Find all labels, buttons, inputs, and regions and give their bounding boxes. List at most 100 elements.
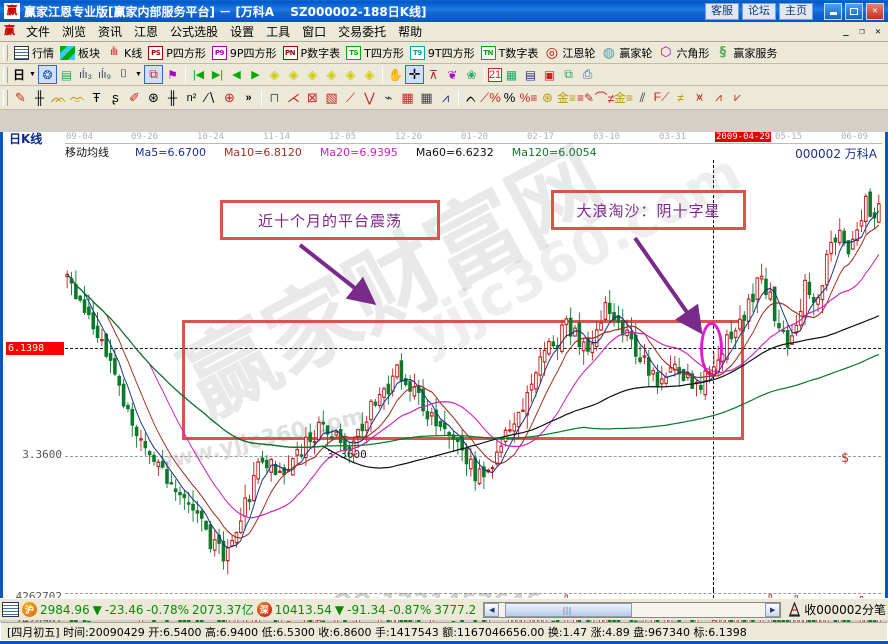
gold-box-icon[interactable]: 金≡: [614, 91, 634, 105]
t-square-button[interactable]: TS T四方形: [343, 43, 407, 62]
menu-item-tools[interactable]: 工具: [266, 25, 291, 39]
fan-icon[interactable]: ❦: [447, 67, 458, 82]
slope-icon[interactable]: ⟋: [345, 89, 356, 105]
hexagon-button[interactable]: ⬡ 六角形: [655, 43, 712, 62]
gann-fan-gold-icon[interactable]: ᨏ: [50, 89, 67, 105]
menu-item-news[interactable]: 资讯: [98, 25, 123, 39]
prev-icon[interactable]: ◀: [232, 69, 241, 81]
zoom-left-icon[interactable]: ◈: [269, 66, 280, 82]
report-icon[interactable]: ▤: [60, 67, 73, 82]
menu-item-window[interactable]: 窗口: [302, 25, 327, 39]
copy-icon[interactable]: ⧉: [564, 67, 573, 81]
pen-tool-icon[interactable]: ✎: [15, 89, 26, 105]
expand-v-icon[interactable]: ◈: [345, 66, 356, 82]
grid-red-icon[interactable]: ▦: [401, 89, 414, 105]
crosshair-target-icon[interactable]: ⊕: [224, 89, 235, 105]
pct-line-icon[interactable]: ⟋%: [480, 89, 501, 105]
scroll-right-button[interactable]: ▶: [765, 602, 781, 617]
save-icon[interactable]: ▣: [543, 67, 556, 82]
ladder-icon[interactable]: ᨈ: [465, 89, 478, 105]
scroll-thumb[interactable]: [504, 602, 633, 617]
menu-item-file[interactable]: 文件: [26, 25, 51, 39]
arc-red-icon[interactable]: ⌒≠: [594, 91, 615, 106]
minimize-button[interactable]: [824, 2, 842, 20]
pencil-red-icon[interactable]: ✐: [129, 89, 140, 105]
mdi-close-button[interactable]: ✕: [875, 26, 881, 37]
box-red-icon[interactable]: ⊠: [307, 89, 318, 105]
fan3-icon[interactable]: ⩗: [734, 90, 741, 104]
menu-item-formula-screen[interactable]: 公式选股: [170, 25, 219, 39]
toolbar-grip[interactable]: [3, 66, 8, 83]
print-icon[interactable]: ⎙: [582, 67, 593, 81]
next-icon[interactable]: ▶: [251, 69, 260, 81]
hand-pan-icon[interactable]: ✋: [388, 67, 403, 82]
brain-icon[interactable]: ❀: [466, 67, 477, 82]
horizontal-scrollbar[interactable]: ◀ ▶: [483, 601, 782, 618]
angle-icon[interactable]: ∕∖: [205, 89, 216, 105]
zoom-right-icon[interactable]: ◈: [288, 66, 299, 82]
winner-service-button[interactable]: § 赢家服务: [712, 43, 780, 62]
scroll-left-button[interactable]: ◀: [484, 602, 500, 617]
menu-item-help[interactable]: 帮助: [398, 25, 423, 39]
spiral-icon[interactable]: ʂ: [112, 90, 119, 105]
price-pane[interactable]: 6.1398 3.3600 赢家财富网 yjjc360.com www.yjjc…: [6, 128, 885, 590]
percent-icon[interactable]: %: [503, 90, 516, 105]
fan2-icon[interactable]: ⩘: [715, 90, 722, 104]
crosshair-toggle-icon[interactable]: ❂: [38, 65, 57, 84]
comb-icon[interactable]: Ŧ: [92, 90, 101, 105]
slash-line-icon[interactable]: ⫽: [639, 89, 646, 105]
shrink-v-icon[interactable]: ◈: [364, 66, 375, 82]
mdi-minimize-button[interactable]: _: [843, 26, 849, 37]
f-line-icon[interactable]: F⟋: [653, 90, 670, 104]
chart-area[interactable]: 日K线 09-04 09-26 10-24 11-14 12-05 12-26 …: [0, 128, 888, 644]
first-page-icon[interactable]: |◀: [192, 69, 205, 81]
gold-circle-icon[interactable]: ⊛: [542, 89, 553, 105]
crosshair-icon[interactable]: ✛: [405, 65, 424, 84]
t9-square-button[interactable]: T9 9T四方形: [407, 43, 478, 62]
grid-dark-icon[interactable]: ▦: [420, 89, 433, 105]
p9-square-button[interactable]: P9 9P四方形: [209, 43, 280, 62]
fan-red-icon[interactable]: ⋌: [287, 89, 300, 105]
channel-icon[interactable]: ⊓: [269, 89, 280, 105]
close-button[interactable]: ✕: [866, 2, 884, 20]
triple-line-icon[interactable]: ╫: [167, 90, 178, 105]
kline-button[interactable]: ıĺlı K线: [103, 43, 145, 62]
price-plot-area[interactable]: 赢家财富网 yjjc360.com www.yjjc360.com 3.3600…: [65, 128, 881, 590]
toolbar-grip[interactable]: [3, 89, 8, 106]
forum-button[interactable]: 论坛: [742, 2, 776, 20]
gold-line-icon[interactable]: ≠: [677, 90, 684, 105]
box-shade-icon[interactable]: ▧: [325, 89, 338, 105]
overlay-icon[interactable]: ⧉: [144, 65, 163, 84]
gold-grid-icon[interactable]: 金≡: [557, 91, 577, 105]
gann-wheel-button[interactable]: ◎ 江恩轮: [541, 43, 598, 62]
width-dropdown-icon[interactable]: ▼: [135, 71, 142, 78]
gann-grid-gold-icon[interactable]: ᨎ: [69, 89, 86, 105]
calendar-icon[interactable]: 21: [488, 67, 502, 82]
expand-h-icon[interactable]: ◈: [307, 66, 318, 82]
menu-item-browse[interactable]: 浏览: [62, 25, 87, 39]
flag-icon[interactable]: ⚑: [167, 67, 178, 82]
scroll-track[interactable]: [499, 602, 766, 617]
mdi-restore-button[interactable]: ❐: [859, 26, 865, 37]
candle-width-icon[interactable]: ⌷: [120, 68, 127, 80]
tn-table-button[interactable]: TN T数字表: [478, 43, 542, 62]
wave-icon[interactable]: ⌁: [384, 89, 393, 105]
ma3-icon[interactable]: ıĺı₃: [78, 68, 93, 81]
market-grid-icon[interactable]: [2, 602, 19, 617]
compass-icon[interactable]: ⊼: [429, 67, 438, 82]
pct-grid-icon[interactable]: %≡: [519, 90, 538, 105]
more-icon[interactable]: »: [245, 91, 252, 104]
last-page-icon[interactable]: ▶|: [211, 69, 224, 81]
period-button[interactable]: 日: [12, 68, 25, 82]
vshape-icon[interactable]: ⋁: [364, 89, 375, 105]
p-square-button[interactable]: PS P四方形: [145, 43, 209, 62]
shrink-h-icon[interactable]: ◈: [326, 66, 337, 82]
retrace-icon[interactable]: ⩙: [696, 90, 703, 104]
menu-item-settings[interactable]: 设置: [230, 25, 255, 39]
maximize-button[interactable]: [845, 2, 863, 20]
pn-table-button[interactable]: PN P数字表: [280, 43, 344, 62]
period-dropdown-icon[interactable]: ▼: [29, 71, 36, 78]
fork-line-icon[interactable]: ╫: [34, 90, 45, 105]
ma9-icon[interactable]: ıĺı₉: [98, 68, 111, 81]
gold-pen-icon[interactable]: ≡✎: [576, 90, 595, 105]
